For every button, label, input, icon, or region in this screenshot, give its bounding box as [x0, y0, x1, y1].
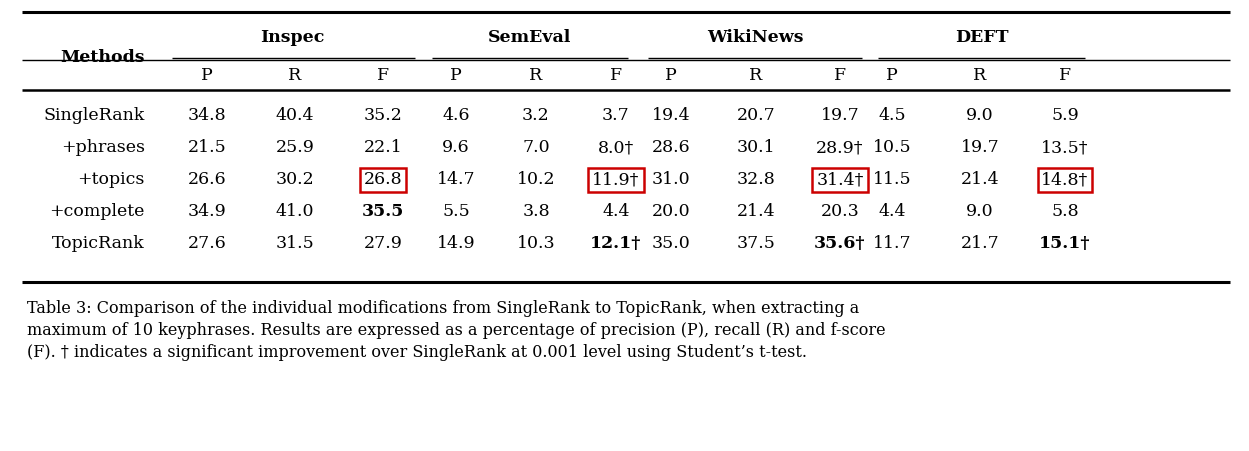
- Text: 10.3: 10.3: [517, 235, 556, 253]
- Text: F: F: [610, 68, 622, 84]
- Text: 21.5: 21.5: [187, 139, 226, 156]
- Text: 19.7: 19.7: [960, 139, 999, 156]
- Text: 9.0: 9.0: [967, 203, 994, 221]
- Text: SemEval: SemEval: [488, 29, 572, 46]
- Text: 8.0†: 8.0†: [598, 139, 634, 156]
- Text: (F). † indicates a significant improvement over SingleRank at 0.001 level using : (F). † indicates a significant improveme…: [27, 344, 807, 361]
- Text: 21.7: 21.7: [960, 235, 999, 253]
- Text: 3.2: 3.2: [522, 107, 550, 124]
- Text: +phrases: +phrases: [61, 139, 145, 156]
- Text: DEFT: DEFT: [955, 29, 1009, 46]
- Text: 20.7: 20.7: [737, 107, 776, 124]
- Text: 26.8: 26.8: [363, 171, 402, 189]
- Text: 26.6: 26.6: [187, 171, 226, 189]
- Text: 5.9: 5.9: [1052, 107, 1079, 124]
- Text: 21.4: 21.4: [737, 203, 776, 221]
- Text: Methods: Methods: [60, 49, 145, 65]
- Text: 21.4: 21.4: [960, 171, 999, 189]
- Text: 22.1: 22.1: [363, 139, 402, 156]
- Text: 4.4: 4.4: [878, 203, 906, 221]
- Text: 12.1†: 12.1†: [591, 235, 642, 253]
- Text: 31.0: 31.0: [652, 171, 691, 189]
- Text: TopicRank: TopicRank: [52, 235, 145, 253]
- Text: 32.8: 32.8: [737, 171, 776, 189]
- Text: 11.5: 11.5: [873, 171, 912, 189]
- Text: F: F: [834, 68, 846, 84]
- Text: F: F: [1059, 68, 1072, 84]
- Text: F: F: [377, 68, 388, 84]
- Text: 34.8: 34.8: [187, 107, 226, 124]
- Text: 7.0: 7.0: [522, 139, 550, 156]
- Text: 11.9†: 11.9†: [592, 171, 639, 189]
- Text: P: P: [666, 68, 677, 84]
- Text: 35.0: 35.0: [652, 235, 691, 253]
- Text: WikiNews: WikiNews: [707, 29, 803, 46]
- Text: 35.6†: 35.6†: [814, 235, 866, 253]
- Text: P: P: [450, 68, 462, 84]
- Text: 34.9: 34.9: [187, 203, 226, 221]
- Text: 31.5: 31.5: [276, 235, 315, 253]
- Text: 15.1†: 15.1†: [1039, 235, 1090, 253]
- Text: 28.6: 28.6: [652, 139, 691, 156]
- Text: R: R: [530, 68, 542, 84]
- Text: 4.5: 4.5: [878, 107, 906, 124]
- Text: 5.8: 5.8: [1052, 203, 1079, 221]
- Text: 11.7: 11.7: [873, 235, 912, 253]
- Text: 9.0: 9.0: [967, 107, 994, 124]
- Text: 19.4: 19.4: [652, 107, 691, 124]
- Text: 19.7: 19.7: [821, 107, 859, 124]
- Text: R: R: [289, 68, 301, 84]
- Text: 14.9: 14.9: [437, 235, 476, 253]
- Text: 4.4: 4.4: [602, 203, 629, 221]
- Text: 4.6: 4.6: [442, 107, 470, 124]
- Text: 9.6: 9.6: [442, 139, 470, 156]
- Text: 13.5†: 13.5†: [1042, 139, 1089, 156]
- Text: 28.9†: 28.9†: [817, 139, 864, 156]
- Text: 20.0: 20.0: [652, 203, 691, 221]
- Text: 27.6: 27.6: [187, 235, 226, 253]
- Text: 30.1: 30.1: [737, 139, 776, 156]
- Text: +topics: +topics: [77, 171, 145, 189]
- Text: 20.3: 20.3: [821, 203, 859, 221]
- Text: SingleRank: SingleRank: [44, 107, 145, 124]
- Text: R: R: [749, 68, 763, 84]
- Text: 35.2: 35.2: [363, 107, 402, 124]
- Text: Inspec: Inspec: [260, 29, 325, 46]
- Text: 27.9: 27.9: [363, 235, 402, 253]
- Text: 31.4†: 31.4†: [817, 171, 864, 189]
- Text: 35.5: 35.5: [362, 203, 405, 221]
- Text: 30.2: 30.2: [276, 171, 315, 189]
- Text: 3.8: 3.8: [522, 203, 550, 221]
- Text: R: R: [973, 68, 987, 84]
- Text: 40.4: 40.4: [276, 107, 315, 124]
- Text: P: P: [886, 68, 898, 84]
- Text: 25.9: 25.9: [276, 139, 315, 156]
- Text: P: P: [201, 68, 212, 84]
- Text: 14.8†: 14.8†: [1042, 171, 1089, 189]
- Text: 3.7: 3.7: [602, 107, 629, 124]
- Text: maximum of 10 keyphrases. Results are expressed as a percentage of precision (P): maximum of 10 keyphrases. Results are ex…: [27, 322, 886, 339]
- Text: 10.5: 10.5: [873, 139, 912, 156]
- Text: +complete: +complete: [50, 203, 145, 221]
- Text: 10.2: 10.2: [517, 171, 556, 189]
- Text: Table 3: Comparison of the individual modifications from SingleRank to TopicRank: Table 3: Comparison of the individual mo…: [27, 300, 859, 317]
- Text: 5.5: 5.5: [442, 203, 470, 221]
- Text: 41.0: 41.0: [276, 203, 315, 221]
- Text: 37.5: 37.5: [737, 235, 776, 253]
- Text: 14.7: 14.7: [437, 171, 476, 189]
